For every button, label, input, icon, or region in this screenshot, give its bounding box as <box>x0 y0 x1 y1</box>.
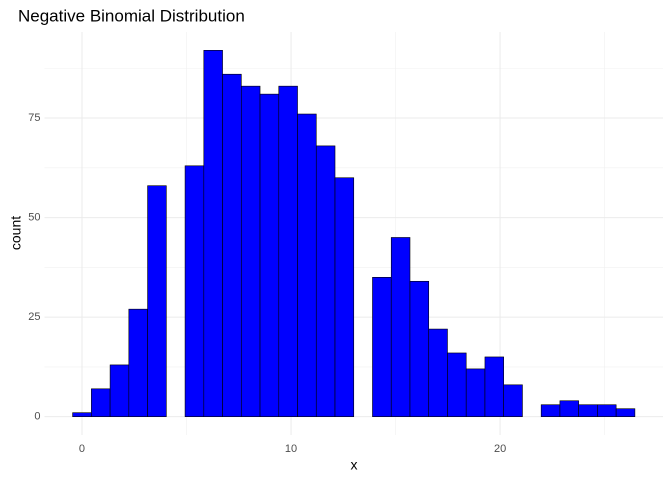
x-tick-label: 10 <box>285 443 297 455</box>
bar <box>484 356 504 417</box>
bar <box>334 177 355 417</box>
bar <box>240 85 261 417</box>
bar <box>297 113 317 417</box>
bar <box>409 280 430 417</box>
bar <box>597 404 617 417</box>
bar <box>315 145 336 417</box>
bar <box>222 73 242 417</box>
bar <box>578 404 598 417</box>
bar <box>147 185 167 417</box>
bar <box>203 50 223 417</box>
x-tick-label: 20 <box>494 443 506 455</box>
bar <box>259 93 280 417</box>
bar <box>540 404 561 417</box>
bar <box>91 388 111 417</box>
bar <box>184 165 205 417</box>
y-tick-label: 75 <box>28 112 40 124</box>
x-axis-title: x <box>351 457 358 473</box>
y-tick-label: 50 <box>28 211 40 223</box>
bar <box>559 400 579 417</box>
x-tick-label: 0 <box>79 443 85 455</box>
y-tick-label: 25 <box>28 311 40 323</box>
bar <box>447 352 467 417</box>
chart-title: Negative Binomial Distribution <box>18 6 245 25</box>
bar <box>465 368 486 417</box>
bar <box>615 408 636 417</box>
bar <box>278 85 298 417</box>
bar <box>372 277 392 417</box>
bar <box>128 308 148 417</box>
bar <box>72 412 92 417</box>
bar <box>428 328 448 417</box>
bar <box>390 237 411 417</box>
bar <box>109 364 130 417</box>
y-axis-title: count <box>8 216 24 250</box>
y-tick-label: 0 <box>34 411 40 423</box>
bar <box>503 384 523 417</box>
